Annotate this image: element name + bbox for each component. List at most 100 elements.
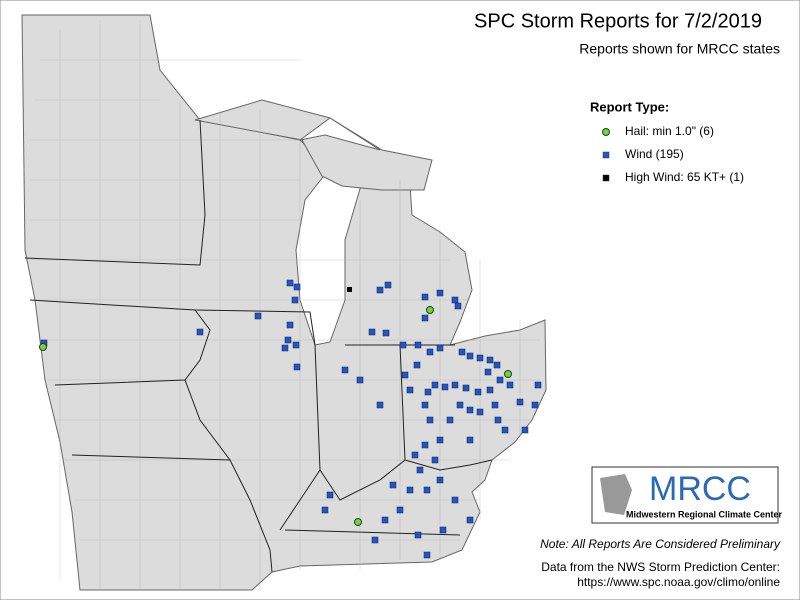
hail-report bbox=[39, 343, 47, 351]
legend-title: Report Type: bbox=[590, 99, 669, 114]
wind-report bbox=[462, 384, 470, 392]
wind-report bbox=[401, 371, 409, 379]
wind-report bbox=[292, 341, 300, 349]
state-lines bbox=[24, 119, 493, 573]
wind-report bbox=[414, 531, 422, 539]
wind-report bbox=[413, 361, 421, 369]
logo: MRCC Midwestern Regional Climate Center bbox=[591, 466, 783, 524]
wind-report bbox=[293, 283, 301, 291]
wind-report bbox=[496, 376, 504, 384]
wind-report bbox=[451, 496, 459, 504]
hail-report bbox=[426, 306, 434, 314]
hail-report bbox=[354, 518, 362, 526]
wind-report bbox=[376, 401, 384, 409]
wind-report bbox=[439, 526, 447, 534]
wind-report bbox=[421, 314, 429, 322]
source-url: https://www.spc.noaa.gov/climo/online bbox=[577, 575, 780, 589]
subtitle: Reports shown for MRCC states bbox=[579, 41, 780, 57]
wind-report bbox=[493, 361, 501, 369]
logo-caption: Midwestern Regional Climate Center bbox=[626, 509, 783, 519]
wind-report bbox=[454, 302, 462, 310]
wind-report bbox=[424, 388, 432, 396]
wind-report bbox=[446, 416, 454, 424]
wind-report bbox=[486, 356, 494, 364]
hail-report bbox=[504, 370, 512, 378]
wind-report bbox=[506, 381, 514, 389]
wind-report bbox=[368, 328, 376, 336]
wind-report bbox=[371, 536, 379, 544]
wind-report bbox=[341, 366, 349, 374]
wind-report bbox=[291, 296, 299, 304]
legend-symbol bbox=[602, 174, 610, 182]
wind-report bbox=[436, 476, 444, 484]
wind-report bbox=[399, 341, 407, 349]
wind-report bbox=[466, 406, 474, 414]
legend-label: Wind (195) bbox=[625, 147, 684, 161]
wind-report bbox=[484, 368, 492, 376]
wind-report bbox=[421, 441, 429, 449]
wind-report bbox=[414, 341, 422, 349]
wind-report bbox=[406, 386, 414, 394]
wind-report bbox=[286, 279, 294, 287]
legend-symbol bbox=[602, 151, 610, 159]
wind-report bbox=[416, 466, 424, 474]
legend: Hail: min 1.0" (6) Wind (195) High Wind: 6… bbox=[602, 124, 744, 184]
wind-report bbox=[421, 401, 429, 409]
wind-report bbox=[431, 456, 439, 464]
wind-report bbox=[284, 336, 292, 344]
wind-report bbox=[494, 416, 502, 424]
wind-report bbox=[491, 401, 499, 409]
wind-report bbox=[423, 551, 431, 559]
wind-report bbox=[466, 516, 474, 524]
wind-report bbox=[411, 451, 419, 459]
report-markers bbox=[39, 279, 542, 559]
wind-report bbox=[458, 348, 466, 356]
wind-report bbox=[451, 381, 459, 389]
wind-report bbox=[384, 281, 392, 289]
county-grid bbox=[30, 20, 540, 590]
wind-report bbox=[426, 416, 434, 424]
source-line: Data from the NWS Storm Prediction Cente… bbox=[541, 560, 780, 574]
wind-report bbox=[196, 328, 204, 336]
wind-report bbox=[326, 491, 334, 499]
wind-report bbox=[406, 486, 414, 494]
logo-name: MRCC bbox=[649, 470, 751, 508]
land bbox=[21, 14, 547, 591]
wind-report bbox=[321, 506, 329, 514]
logo-icon bbox=[600, 474, 632, 515]
wind-report bbox=[516, 398, 524, 406]
wind-report bbox=[382, 329, 390, 337]
wind-report bbox=[396, 506, 404, 514]
wind-report bbox=[423, 486, 431, 494]
wind-report bbox=[466, 436, 474, 444]
wind-report bbox=[381, 516, 389, 524]
wind-report bbox=[281, 344, 289, 352]
high-wind-report bbox=[347, 287, 352, 292]
legend-symbol bbox=[602, 128, 610, 136]
wind-report bbox=[486, 386, 494, 394]
wind-report bbox=[456, 401, 464, 409]
wind-report bbox=[451, 296, 459, 304]
legend-label: High Wind: 65 KT+ (1) bbox=[625, 170, 744, 184]
wind-report bbox=[376, 286, 384, 294]
wind-report bbox=[474, 388, 482, 396]
legend-label: Hail: min 1.0" (6) bbox=[625, 124, 714, 138]
wind-report bbox=[531, 401, 539, 409]
wind-report bbox=[436, 289, 444, 297]
note: Note: All Reports Are Considered Prelimi… bbox=[540, 537, 781, 551]
wind-report bbox=[436, 436, 444, 444]
wind-report bbox=[421, 293, 429, 301]
wind-report bbox=[521, 426, 529, 434]
wind-report bbox=[476, 408, 484, 416]
wind-report bbox=[501, 426, 509, 434]
lake-superior bbox=[299, 117, 381, 151]
wind-report bbox=[476, 354, 484, 362]
wind-report bbox=[389, 481, 397, 489]
wind-report bbox=[426, 348, 434, 356]
wind-report bbox=[254, 312, 262, 320]
wind-report bbox=[534, 381, 542, 389]
wind-report bbox=[356, 376, 364, 384]
wind-report bbox=[466, 352, 474, 360]
wind-report bbox=[431, 381, 439, 389]
